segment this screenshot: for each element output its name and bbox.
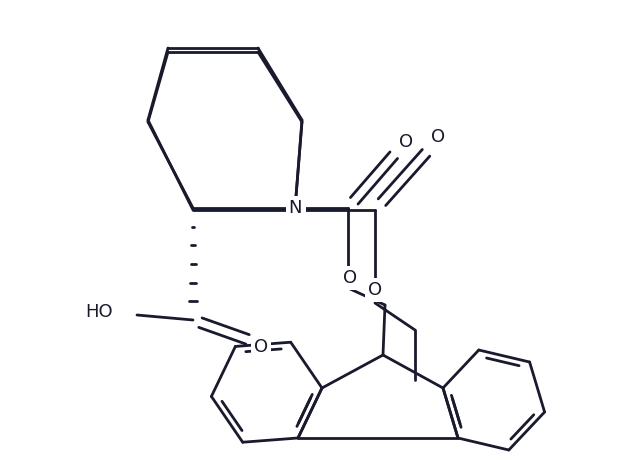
Text: N: N <box>288 199 301 217</box>
Text: HO: HO <box>85 303 113 321</box>
Text: O: O <box>343 269 357 287</box>
Text: O: O <box>399 133 413 151</box>
Text: O: O <box>254 338 268 356</box>
Text: O: O <box>368 281 382 299</box>
Text: N: N <box>291 201 304 219</box>
Text: O: O <box>431 128 445 146</box>
